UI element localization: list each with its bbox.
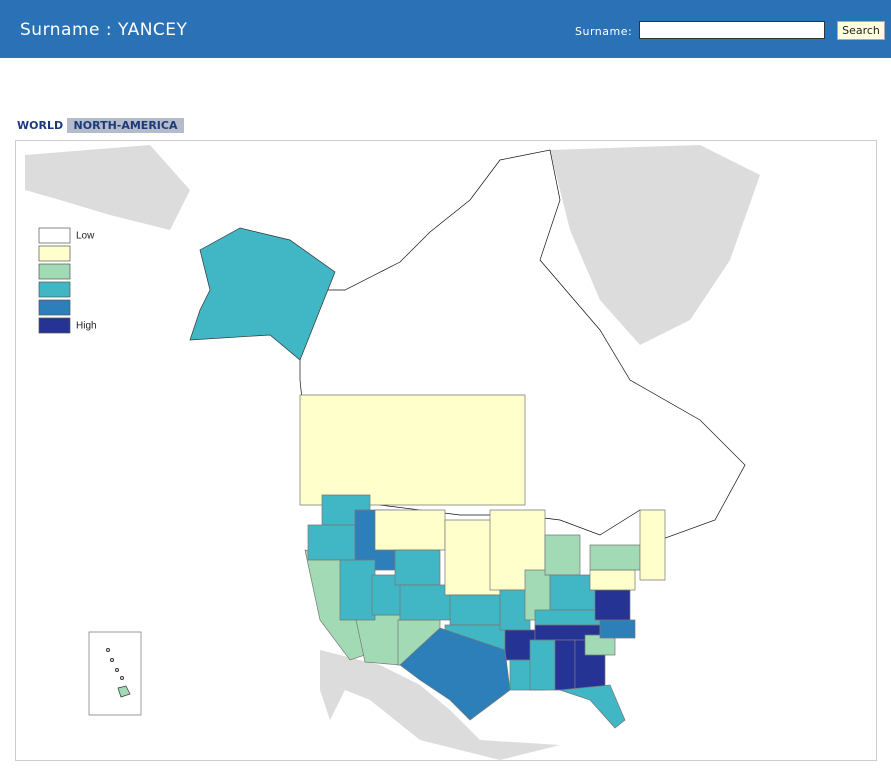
state-co bbox=[399, 584, 451, 621]
tab-world[interactable]: WORLD bbox=[17, 119, 64, 132]
region-bc-ab-sk-mb bbox=[299, 394, 526, 506]
state-ks bbox=[449, 594, 501, 626]
state-mi bbox=[544, 534, 581, 576]
state-ny bbox=[589, 544, 641, 571]
hawaii-island bbox=[117, 685, 131, 698]
header-bar: Surname : YANCEY Surname: Search bbox=[0, 0, 891, 58]
alaska bbox=[189, 227, 336, 361]
hawaii-islet bbox=[106, 648, 110, 652]
hawaii-islet bbox=[115, 668, 119, 672]
state-pa bbox=[589, 569, 636, 591]
legend-low: Low bbox=[76, 231, 95, 242]
state-new-england bbox=[639, 509, 666, 581]
legend-high: High bbox=[76, 321, 97, 332]
legend-swatch bbox=[38, 281, 71, 298]
state-ms bbox=[529, 639, 556, 691]
hawaii-inset bbox=[88, 631, 142, 716]
legend-swatch bbox=[38, 263, 71, 280]
state-wy bbox=[394, 549, 441, 586]
mexico bbox=[320, 650, 560, 760]
search-input[interactable] bbox=[639, 21, 825, 39]
legend-swatch bbox=[38, 245, 71, 262]
russia bbox=[25, 145, 190, 230]
hawaii-islet bbox=[110, 658, 114, 662]
page-title: Surname : YANCEY bbox=[20, 20, 188, 40]
state-ky bbox=[534, 609, 601, 626]
state-nv bbox=[339, 559, 376, 621]
tab-north-america[interactable]: NORTH-AMERICA bbox=[67, 118, 184, 133]
legend-swatch bbox=[38, 299, 71, 316]
arizona bbox=[354, 614, 401, 666]
state-nc bbox=[599, 619, 636, 639]
state-mt bbox=[374, 509, 446, 551]
greenland bbox=[550, 145, 760, 345]
map-frame bbox=[15, 140, 877, 761]
state-va bbox=[594, 589, 631, 621]
legend-swatch bbox=[38, 227, 71, 244]
state-or bbox=[307, 524, 359, 561]
florida bbox=[559, 684, 626, 729]
texas bbox=[399, 627, 511, 721]
hawaii-islet bbox=[120, 676, 124, 680]
state-al bbox=[554, 639, 576, 691]
search-button[interactable]: Search bbox=[837, 21, 885, 40]
legend-swatch bbox=[38, 317, 71, 334]
search-label: Surname: bbox=[575, 25, 633, 38]
